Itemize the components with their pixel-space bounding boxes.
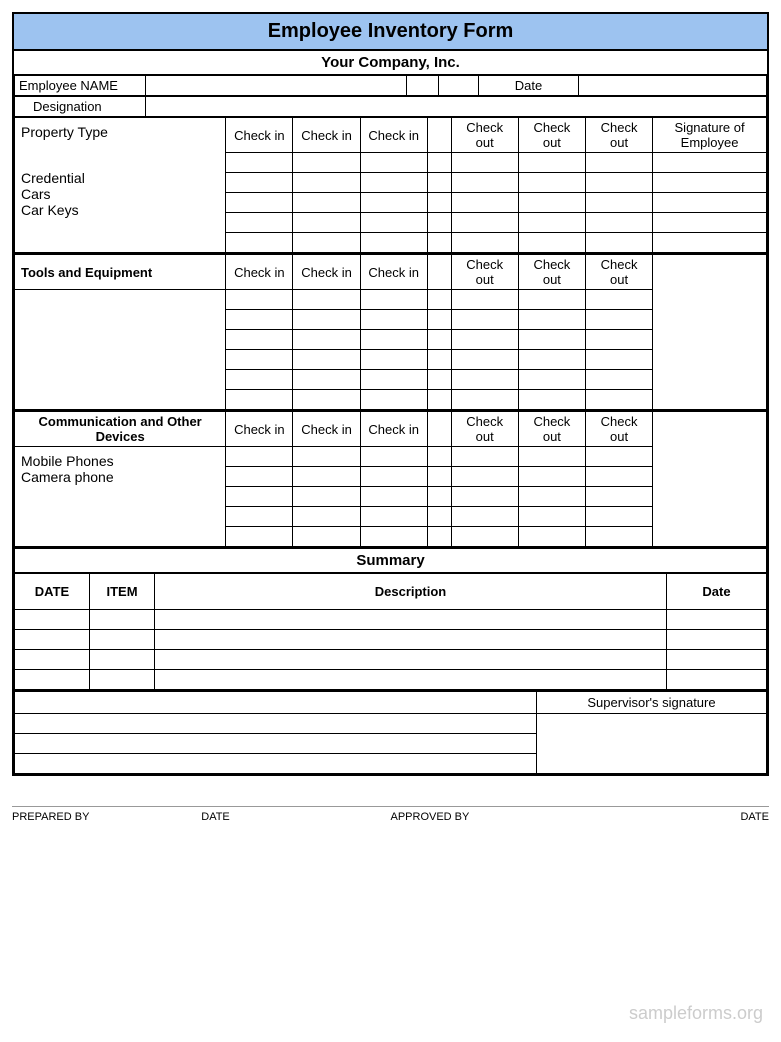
checkin-header: Check in <box>360 118 427 153</box>
signature-header: Signature of Employee <box>653 118 767 153</box>
summary-date2-header: Date <box>667 574 767 610</box>
checkout-header: Check out <box>518 254 585 290</box>
checkin-header: Check in <box>226 254 293 290</box>
form-title: Employee Inventory Form <box>14 20 767 43</box>
summary-date-header: DATE <box>15 574 90 610</box>
checkout-header: Check out <box>585 254 652 290</box>
tools-sig-blank <box>653 254 767 410</box>
checkout-header: Check out <box>451 411 518 447</box>
signature-block: Supervisor's signature <box>14 690 767 774</box>
checkin-header: Check in <box>226 411 293 447</box>
watermark: sampleforms.org <box>629 1003 763 1024</box>
designation-table: Designation <box>14 96 767 117</box>
comm-item: Mobile Phones <box>21 453 219 469</box>
checkin-header: Check in <box>293 118 360 153</box>
designation-label: Designation <box>15 97 146 117</box>
checkout-header: Check out <box>585 118 652 153</box>
gap <box>427 411 451 447</box>
header-table: Employee NAME Date <box>14 75 767 96</box>
gap <box>427 254 451 290</box>
checkout-header: Check out <box>451 118 518 153</box>
comm-item: Camera phone <box>21 469 219 485</box>
blank <box>15 691 537 713</box>
spacer <box>439 76 479 96</box>
checkout-header: Check out <box>585 411 652 447</box>
checkout-header: Check out <box>518 118 585 153</box>
checkin-header: Check in <box>293 254 360 290</box>
spacer <box>407 76 439 96</box>
supervisor-sig-label: Supervisor's signature <box>537 691 767 713</box>
summary-title: Summary <box>15 548 767 573</box>
property-item: Cars <box>21 186 219 202</box>
property-type-header: Property Type <box>21 124 219 148</box>
gap <box>427 118 451 153</box>
property-item: Credential <box>21 170 219 186</box>
property-item: Car Keys <box>21 202 219 218</box>
summary-section: Summary <box>14 547 767 573</box>
comm-header: Communication and Other Devices <box>15 411 226 447</box>
summary-table: DATE ITEM Description Date <box>14 573 767 690</box>
form-container: Employee Inventory Form Your Company, In… <box>12 12 769 776</box>
comm-section: Communication and Other Devices Check in… <box>14 410 767 547</box>
prepared-by-label: PREPARED BY <box>12 811 201 823</box>
date-label: Date <box>479 76 579 96</box>
date-field[interactable] <box>579 76 767 96</box>
property-type-cell: Property Type Credential Cars Car Keys <box>15 118 226 253</box>
employee-name-label: Employee NAME <box>15 76 146 96</box>
tools-header: Tools and Equipment <box>15 254 226 290</box>
company-name: Your Company, Inc. <box>14 51 767 75</box>
tools-section: Tools and Equipment Check in Check in Ch… <box>14 253 767 410</box>
footer-date-label: DATE <box>201 811 390 823</box>
title-bar: Employee Inventory Form <box>14 14 767 51</box>
checkin-header: Check in <box>293 411 360 447</box>
property-section: Property Type Credential Cars Car Keys C… <box>14 117 767 253</box>
comm-sig-blank <box>653 411 767 547</box>
checkin-header: Check in <box>360 411 427 447</box>
checkin-header: Check in <box>360 254 427 290</box>
tools-items-cell <box>15 290 226 410</box>
checkin-header: Check in <box>226 118 293 153</box>
designation-field[interactable] <box>146 97 767 117</box>
summary-item-header: ITEM <box>90 574 155 610</box>
employee-name-field[interactable] <box>146 76 407 96</box>
checkout-header: Check out <box>518 411 585 447</box>
approved-by-label: APPROVED BY <box>391 811 580 823</box>
checkout-header: Check out <box>451 254 518 290</box>
supervisor-sig-field[interactable] <box>537 713 767 773</box>
footer: PREPARED BY DATE APPROVED BY DATE <box>12 806 769 823</box>
footer-date-label: DATE <box>580 811 769 823</box>
summary-desc-header: Description <box>155 574 667 610</box>
comm-items-cell: Mobile Phones Camera phone <box>15 447 226 547</box>
